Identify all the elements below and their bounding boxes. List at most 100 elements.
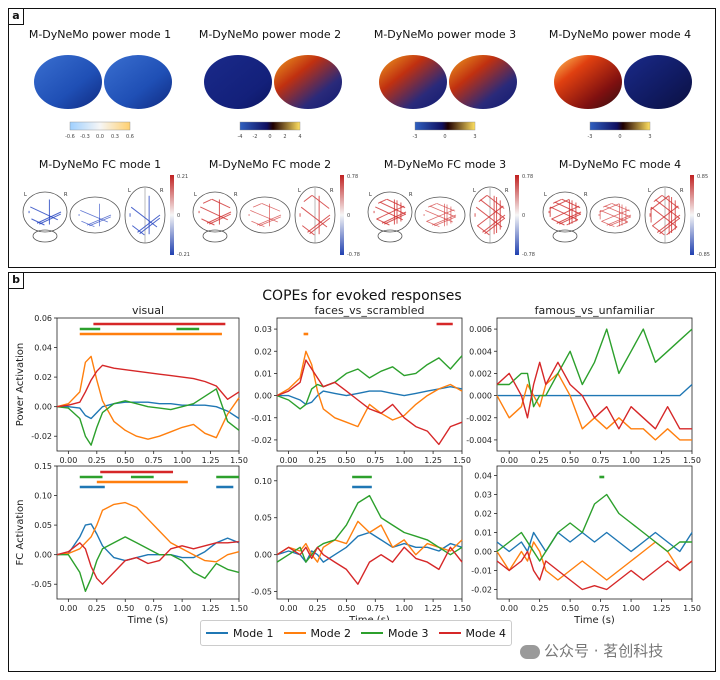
series-line-mode-2 xyxy=(276,520,463,563)
series-line-mode-3 xyxy=(276,494,463,563)
glass-brain-letter-right: R xyxy=(680,188,684,194)
x-tick-label: 0.75 xyxy=(145,456,163,465)
chart-3: 0.00 0.25 0.50 0.75 1.00 1.25 1.50 -0.004 -0.002… xyxy=(466,304,701,478)
fc-connection-line xyxy=(209,213,232,225)
fc-connection-line xyxy=(376,205,405,220)
power-colorbar xyxy=(69,121,131,131)
y-tick-label: -0.02 xyxy=(251,436,272,445)
x-tick-label: 0.00 xyxy=(280,604,298,613)
y-tick-label: 0.00 xyxy=(254,392,272,401)
x-tick-label: 0.25 xyxy=(88,456,106,465)
fc-connection-line xyxy=(434,216,456,227)
fc-connection-line xyxy=(86,214,112,226)
x-tick-label: 0.00 xyxy=(500,456,518,465)
fc-connection-line xyxy=(386,198,406,209)
fc-connection-line xyxy=(606,214,632,226)
x-tick-label: 1.00 xyxy=(622,456,640,465)
x-axis-label: Time (s) xyxy=(127,615,169,626)
x-tick-label: 0.50 xyxy=(116,604,134,613)
y-tick-label: 0.04 xyxy=(474,472,492,481)
glass-brain-letter-right: R xyxy=(160,188,164,194)
plot-frame xyxy=(496,465,693,600)
y-tick-label: -0.01 xyxy=(251,414,272,423)
series-line-mode-2 xyxy=(276,350,463,428)
power-mode-1-brain: -0.6 -0.3 0.0 0.3 0.6 xyxy=(34,55,172,140)
y-tick-label: 0.03 xyxy=(474,491,492,500)
glass-brain-letter-right: R xyxy=(584,192,588,198)
power-colorbar-tick: -3 xyxy=(588,134,593,140)
power-mode-3-title: M-DyNeMo power mode 3 xyxy=(373,28,517,41)
legend-swatch-mode-2 xyxy=(283,632,306,634)
glass-brain-letter-left: L xyxy=(473,188,476,194)
series-line-mode-2 xyxy=(496,372,692,441)
fc-connection-line xyxy=(650,195,670,211)
y-tick-label: 0.006 xyxy=(469,325,492,334)
y-tick-label: 0.00 xyxy=(474,548,492,557)
brain-left-hemisphere xyxy=(34,55,102,109)
x-tick-label: 0.75 xyxy=(592,604,610,613)
panel-a-label: a xyxy=(9,9,24,25)
plot-frame xyxy=(56,317,240,452)
glass-brain-letter-left: L xyxy=(369,192,372,198)
x-tick-label: 1.50 xyxy=(230,604,248,613)
glass-brain-letter-left: L xyxy=(648,188,651,194)
x-tick-label: 0.25 xyxy=(531,604,549,613)
glass-brain-letter-left: L xyxy=(24,192,27,198)
y-tick-label: 0.01 xyxy=(254,369,272,378)
power-colorbar-tick: 3 xyxy=(473,134,476,140)
x-axis-label: Time (s) xyxy=(573,615,615,626)
fc-colorbar xyxy=(690,175,694,255)
brain-right-hemisphere xyxy=(449,55,517,109)
series-line-mode-3 xyxy=(497,328,693,408)
fc-connection-line xyxy=(377,198,387,204)
legend-label-mode-4: Mode 4 xyxy=(465,626,506,640)
glass-brain-letter-right: R xyxy=(64,192,68,198)
legend-item-mode-4: Mode 4 xyxy=(438,626,506,640)
series-line-mode-2 xyxy=(56,501,240,563)
fc-connection-line xyxy=(89,216,111,227)
x-tick-label: 1.50 xyxy=(230,456,248,465)
x-tick-label: 0.75 xyxy=(366,456,384,465)
x-tick-label: 1.00 xyxy=(395,604,413,613)
fc-connection-line xyxy=(477,205,504,227)
fc-colorbar xyxy=(340,175,344,255)
fc-mode-2-glass-brain: L R L R 0.78 0 -0.78 xyxy=(192,174,360,258)
y-tick-label: 0.03 xyxy=(254,325,272,334)
x-tick-label: 1.00 xyxy=(622,604,640,613)
x-tick-label: 1.50 xyxy=(453,604,471,613)
y-tick-label: -0.05 xyxy=(31,580,52,589)
brain-left-hemisphere xyxy=(379,55,447,109)
fc-mode-4-glass-brain: L R L R 0.85 0 -0.85 xyxy=(542,174,710,258)
legend-label-mode-1: Mode 1 xyxy=(233,626,274,640)
fc-connection-line xyxy=(666,226,678,236)
watermark-text: 公众号 · 茗创科技 xyxy=(544,642,664,660)
fc-colorbar-tick: 0.78 xyxy=(522,174,533,180)
chart-4: 0.00 0.25 0.50 0.75 1.00 1.25 1.50 -0.05 0.00 0.0… xyxy=(15,462,248,626)
chart-1: 0.00 0.25 0.50 0.75 1.00 1.25 1.50 -0.02 0.00 0.0… xyxy=(15,304,248,478)
x-tick-label: 0.50 xyxy=(337,604,355,613)
legend-item-mode-2: Mode 2 xyxy=(283,626,351,640)
fc-connection-line xyxy=(427,203,437,208)
glass-brain-outline xyxy=(589,196,641,234)
fc-connection-line xyxy=(552,198,562,204)
fc-connection-line xyxy=(202,198,212,204)
y-tick-label: 0.004 xyxy=(469,347,492,356)
y-tick-label: 0.04 xyxy=(34,344,52,353)
fc-connection-line xyxy=(384,213,407,225)
fc-connection-line xyxy=(602,203,612,208)
x-tick-label: 0.75 xyxy=(145,604,163,613)
glass-brain-letter-right: R xyxy=(330,188,334,194)
legend-label-mode-2: Mode 2 xyxy=(310,626,351,640)
y-tick-label: 0.00 xyxy=(254,551,272,560)
fc-connection-line xyxy=(429,205,456,218)
fc-connection-line xyxy=(256,214,282,226)
fc-connection-line xyxy=(259,216,281,227)
y-tick-label: 0.05 xyxy=(254,514,272,523)
fc-connection-line xyxy=(651,225,665,236)
y-tick-label: -0.004 xyxy=(466,436,492,445)
fc-colorbar-tick: 0 xyxy=(522,213,525,219)
y-tick-label: 0.15 xyxy=(34,462,52,471)
glass-brain-outline xyxy=(22,191,68,233)
glass-brain-letter-right: R xyxy=(234,192,238,198)
glass-brain-cerebellum xyxy=(377,229,403,243)
